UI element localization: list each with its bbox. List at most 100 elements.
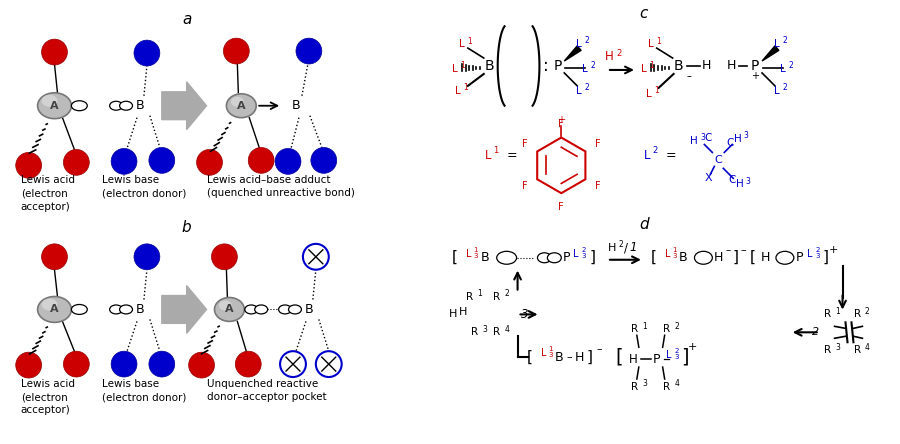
Text: 3: 3 [746,177,751,186]
Ellipse shape [219,301,232,310]
Text: Lewis base
(electron donor): Lewis base (electron donor) [103,175,186,198]
Text: 2: 2 [782,83,788,92]
Text: B: B [136,99,144,112]
Text: 2: 2 [782,36,788,45]
Text: 1: 1 [629,242,636,254]
Circle shape [303,244,328,270]
Circle shape [316,351,342,377]
Text: 2: 2 [674,348,679,354]
Text: 2: 2 [616,48,622,58]
Text: R: R [466,292,473,301]
Text: ]: ] [733,250,738,265]
Circle shape [134,244,160,270]
Text: F: F [595,139,600,150]
Text: [: [ [616,348,623,367]
Text: 2: 2 [504,289,509,298]
Ellipse shape [71,101,87,111]
Text: Lewis base
(electron donor): Lewis base (electron donor) [103,379,186,402]
Circle shape [41,244,68,270]
Text: C: C [715,155,722,165]
Text: A: A [237,101,246,111]
Text: 4: 4 [865,343,869,352]
Text: H: H [760,251,770,264]
Text: P: P [796,251,804,264]
Circle shape [196,150,222,175]
Text: /: / [624,242,628,254]
Text: L: L [455,86,461,96]
Text: ]: ] [586,349,592,365]
Text: B: B [292,99,301,112]
Circle shape [296,38,322,64]
Text: 3: 3 [835,343,840,352]
Ellipse shape [537,253,552,263]
Text: b: b [182,221,192,235]
Polygon shape [162,285,206,333]
Circle shape [15,352,41,378]
Text: 1: 1 [656,37,662,46]
Text: 2: 2 [674,322,679,331]
Circle shape [63,351,89,377]
Circle shape [148,351,175,377]
Ellipse shape [120,305,132,314]
Text: L: L [665,249,670,259]
Text: A: A [225,305,234,314]
Ellipse shape [547,253,562,263]
Text: 1: 1 [548,346,553,352]
Ellipse shape [110,305,122,314]
Text: Lewis acid–base adduct
(quenched unreactive bond): Lewis acid–base adduct (quenched unreact… [206,175,355,198]
Text: 2: 2 [652,146,657,155]
Text: L: L [648,39,653,49]
Text: 1: 1 [650,61,654,71]
Text: F: F [595,181,600,191]
Text: 2: 2 [788,61,793,71]
Text: [: [ [452,250,458,265]
Text: =: = [665,149,676,162]
Ellipse shape [110,101,122,110]
Circle shape [236,351,261,377]
Text: F: F [522,139,528,150]
Ellipse shape [38,297,71,322]
Text: 3: 3 [521,308,528,321]
Text: [: [ [526,349,533,365]
Text: H: H [449,309,457,319]
Text: ]: ] [823,250,829,265]
Polygon shape [762,46,778,61]
Text: B: B [674,59,683,73]
Text: L: L [576,86,582,96]
Text: C: C [728,175,736,185]
Text: C: C [705,132,712,143]
Text: L: L [459,39,464,49]
Text: –: – [686,71,691,81]
Polygon shape [162,82,206,130]
Text: 1: 1 [643,322,647,331]
Text: H: H [689,135,698,146]
Text: R: R [493,327,500,337]
Ellipse shape [41,95,58,107]
Ellipse shape [231,97,244,107]
Text: L: L [576,39,582,49]
Circle shape [15,152,41,178]
Circle shape [280,351,306,377]
Text: H: H [714,251,723,264]
Text: 1: 1 [493,146,499,155]
Text: +: + [688,342,698,352]
Text: 2: 2 [618,240,624,250]
Text: +: + [752,71,759,81]
Ellipse shape [227,94,256,118]
Text: L: L [807,249,813,259]
Ellipse shape [214,297,244,321]
Text: L: L [774,86,779,96]
Text: 2: 2 [590,61,596,71]
Text: F: F [522,181,528,191]
Text: [: [ [651,250,657,265]
Text: 3: 3 [582,253,587,259]
Text: R: R [493,292,500,301]
Text: F: F [559,202,564,212]
Text: B: B [680,251,688,264]
Text: –: – [725,245,731,255]
Ellipse shape [279,305,292,314]
Text: P: P [554,59,562,73]
Text: R: R [854,309,861,319]
Text: –: – [596,344,602,354]
Text: B: B [485,59,495,73]
